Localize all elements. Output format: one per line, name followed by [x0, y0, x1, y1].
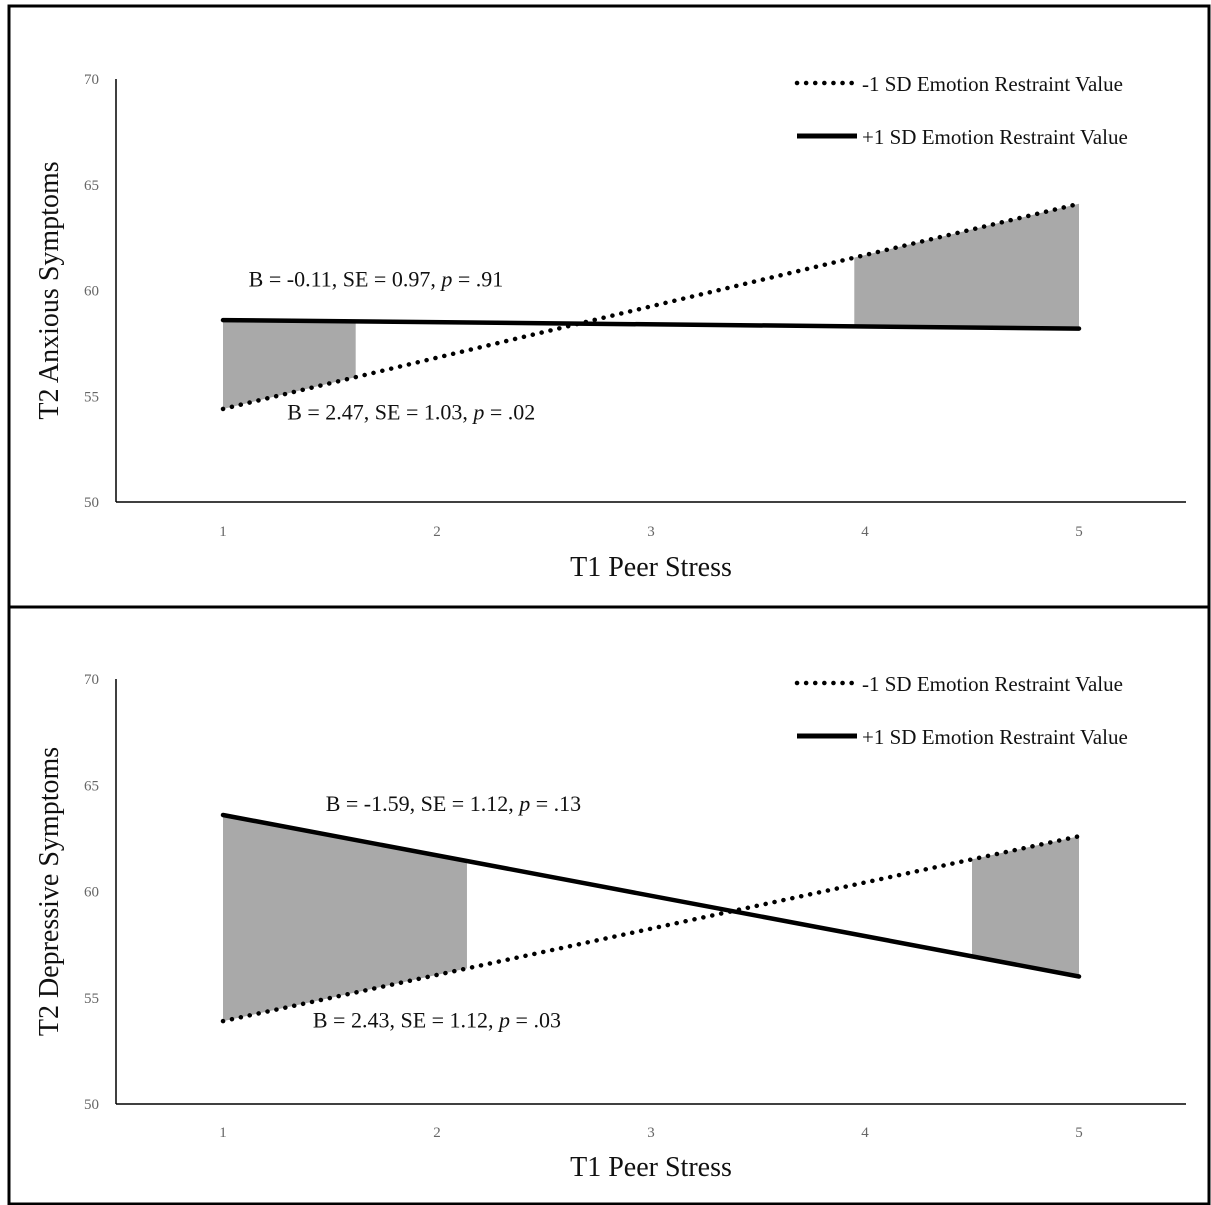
anxious-y-tick-label: 50	[84, 495, 99, 511]
anxious-y-tick-label: 60	[84, 284, 99, 300]
depressive-y-tick-label: 70	[84, 672, 99, 688]
anxious-x-tick-label: 3	[647, 524, 655, 540]
depressive-y-tick-label: 65	[84, 778, 99, 794]
anxious-x-tick-label: 1	[219, 524, 227, 540]
depressive-y-tick-label: 55	[84, 991, 99, 1007]
depressive-y-tick-label: 50	[84, 1097, 99, 1113]
anxious-annotation-solid: B = -0.11, SE = 0.97, p = .91	[249, 266, 504, 291]
depressive-x-tick-label: 2	[433, 1125, 441, 1141]
anxious-y-tick-label: 70	[84, 72, 99, 88]
anxious-y-tick-label: 55	[84, 389, 99, 405]
anxious-x-tick-label: 5	[1075, 524, 1083, 540]
anxious-x-tick-label: 4	[861, 524, 869, 540]
depressive-x-tick-label: 1	[219, 1125, 227, 1141]
anxious-legend-label: -1 SD Emotion Restraint Value	[862, 72, 1123, 96]
depressive-x-tick-label: 3	[647, 1125, 655, 1141]
depressive-annotation-dotted: B = 2.43, SE = 1.12, p = .03	[313, 1008, 561, 1033]
depressive-y-axis-title: T2 Depressive Symptoms	[34, 747, 65, 1036]
depressive-legend-label: +1 SD Emotion Restraint Value	[862, 725, 1128, 749]
depressive-legend-label: -1 SD Emotion Restraint Value	[862, 672, 1123, 696]
anxious-legend-label: +1 SD Emotion Restraint Value	[862, 125, 1128, 149]
anxious-y-tick-label: 65	[84, 178, 99, 194]
anxious-annotation-dotted: B = 2.47, SE = 1.03, p = .02	[287, 400, 535, 425]
depressive-annotation-solid: B = -1.59, SE = 1.12, p = .13	[326, 791, 581, 816]
depressive-y-tick-label: 60	[84, 885, 99, 901]
anxious-x-tick-label: 2	[433, 524, 441, 540]
depressive-x-axis-title: T1 Peer Stress	[570, 1152, 732, 1183]
depressive-x-tick-label: 5	[1075, 1125, 1083, 1141]
anxious-x-axis-title: T1 Peer Stress	[570, 552, 732, 583]
outer-frame	[9, 6, 1209, 1204]
depressive-x-tick-label: 4	[861, 1125, 869, 1141]
anxious-y-axis-title: T2 Anxious Symptoms	[34, 161, 65, 419]
